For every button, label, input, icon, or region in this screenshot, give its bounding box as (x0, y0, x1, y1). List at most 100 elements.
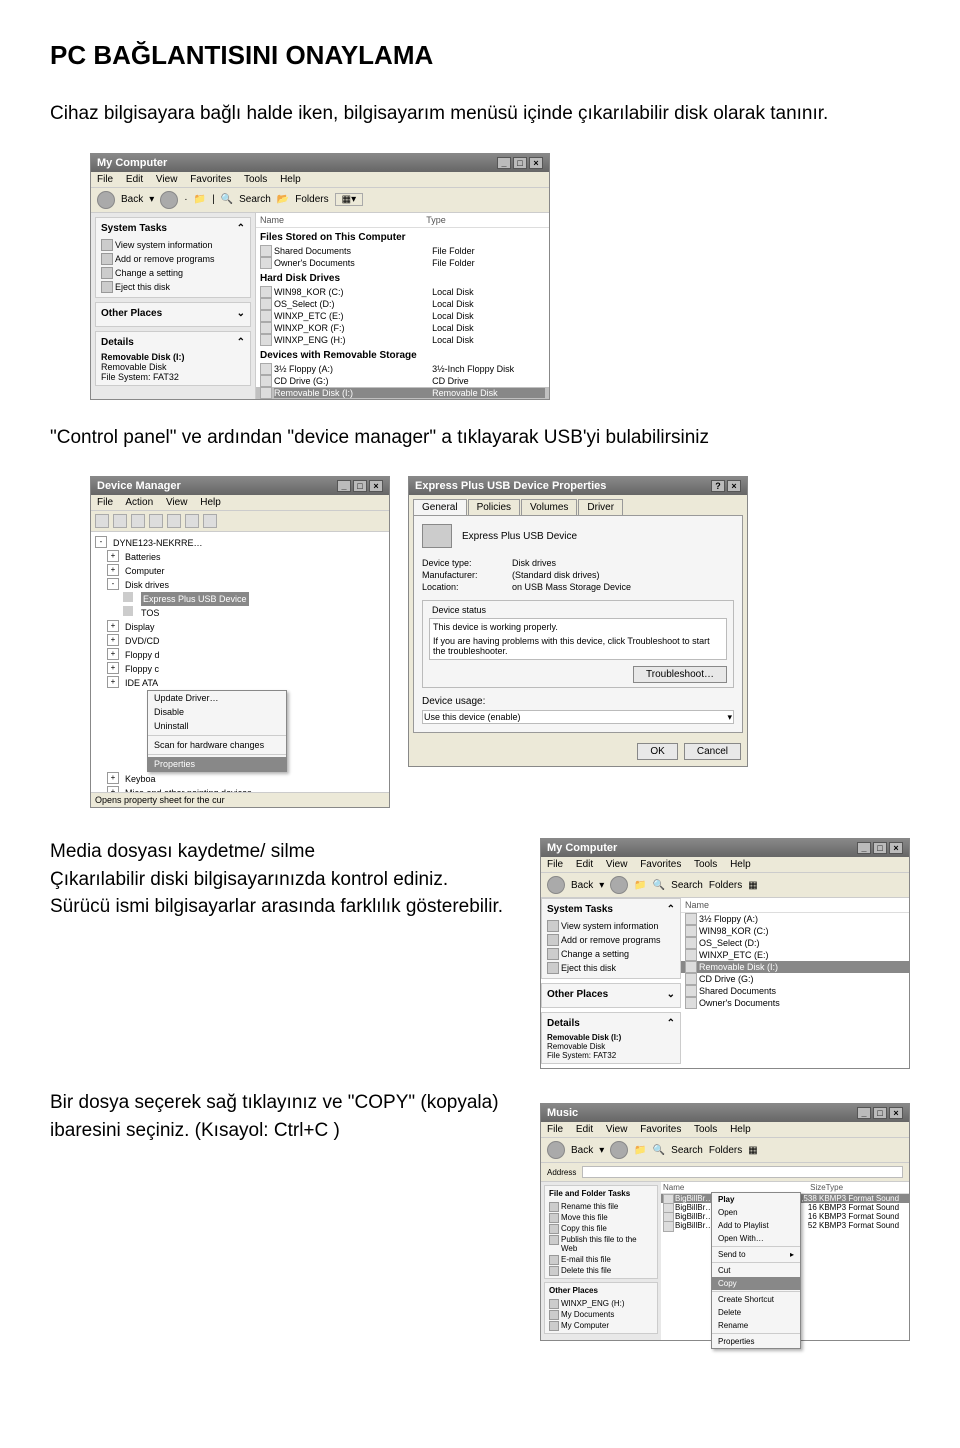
minimize-icon[interactable]: _ (337, 480, 351, 492)
sidebar-item[interactable]: Add or remove programs (101, 252, 245, 266)
expand-icon[interactable]: ⌄ (667, 989, 675, 1000)
list-item[interactable]: WIN98_KOR (C:)Local Disk (256, 286, 549, 298)
toolbar[interactable]: Back ▾ · 📁 | 🔍 Search 📂 Folders ▦▾ (91, 188, 549, 213)
list-item[interactable]: WIN98_KOR (C:) (681, 925, 909, 937)
sidebar-item[interactable]: My Documents (549, 1309, 653, 1320)
menu-item[interactable]: Tools (694, 859, 717, 870)
close-icon[interactable]: × (889, 1107, 903, 1119)
tabs[interactable]: General Policies Volumes Driver (409, 495, 747, 515)
list-item[interactable]: 3½ Floppy (A:)3½-Inch Floppy Disk (256, 363, 549, 375)
menu-item[interactable]: Tools (244, 174, 267, 185)
tree-node[interactable]: Floppy c (107, 662, 385, 676)
menu-item[interactable]: View (166, 497, 188, 508)
tab-general[interactable]: General (413, 499, 467, 515)
col-name[interactable]: Name (685, 900, 905, 910)
ctx-item[interactable]: Delete (712, 1306, 800, 1319)
menu-item[interactable]: Edit (576, 1124, 593, 1135)
sidebar-item[interactable]: My Computer (549, 1320, 653, 1331)
menubar[interactable]: File Edit View Favorites Tools Help (541, 857, 909, 873)
address-bar[interactable]: Address (541, 1163, 909, 1182)
tb-icon[interactable] (95, 514, 109, 528)
menu-item[interactable]: View (606, 859, 628, 870)
close-icon[interactable]: × (529, 157, 543, 169)
tree-node[interactable]: Display (107, 620, 385, 634)
toolbar[interactable]: Back ▾ 📁 🔍 Search Folders ▦ (541, 1138, 909, 1163)
tree-node[interactable]: Floppy d (107, 648, 385, 662)
titlebar[interactable]: My Computer _ □ × (541, 839, 909, 857)
ctx-item[interactable]: Add to Playlist (712, 1219, 800, 1232)
menu-item[interactable]: Favorites (640, 859, 681, 870)
col-type[interactable]: Type (826, 1183, 907, 1192)
tb-icon[interactable] (131, 514, 145, 528)
sidebar-item[interactable]: Change a setting (547, 947, 675, 961)
menu-item[interactable]: View (156, 174, 178, 185)
ctx-item[interactable]: Create Shortcut (712, 1293, 800, 1306)
ctx-item[interactable]: Properties (712, 1335, 800, 1348)
sidebar-item[interactable]: Eject this disk (101, 280, 245, 294)
menubar[interactable]: File Edit View Favorites Tools Help (541, 1122, 909, 1138)
titlebar[interactable]: Music _ □ × (541, 1104, 909, 1122)
menu-item[interactable]: Favorites (640, 1124, 681, 1135)
menu-item[interactable]: File (97, 174, 113, 185)
toolbar[interactable] (91, 511, 389, 532)
list-item[interactable]: Owner's DocumentsFile Folder (256, 257, 549, 269)
menu-item[interactable]: Help (730, 1124, 751, 1135)
menu-item[interactable]: Edit (126, 174, 143, 185)
forward-icon[interactable] (610, 876, 628, 894)
sidebar-item[interactable]: Publish this file to the Web (549, 1234, 653, 1254)
ctx-item[interactable]: Disable (148, 705, 286, 719)
titlebar[interactable]: My Computer _ □ × (91, 154, 549, 172)
minimize-icon[interactable]: _ (497, 157, 511, 169)
tree-node[interactable]: Computer (107, 564, 385, 578)
expand-icon[interactable]: ⌄ (237, 308, 245, 319)
context-menu[interactable]: Play Open Add to Playlist Open With… Sen… (711, 1192, 801, 1349)
context-menu[interactable]: Update Driver… Disable Uninstall Scan fo… (147, 690, 287, 772)
menu-item[interactable]: Edit (576, 859, 593, 870)
collapse-icon[interactable]: ⌃ (237, 223, 245, 234)
list-item[interactable]: CD Drive (G:) (681, 973, 909, 985)
ctx-item-highlighted[interactable]: Copy (712, 1277, 800, 1290)
maximize-icon[interactable]: □ (873, 842, 887, 854)
titlebar[interactable]: Express Plus USB Device Properties ? × (409, 477, 747, 495)
tab-volumes[interactable]: Volumes (521, 499, 577, 515)
maximize-icon[interactable]: □ (353, 480, 367, 492)
list-item[interactable]: Shared Documents (681, 985, 909, 997)
list-item[interactable]: WINXP_ETC (E:)Local Disk (256, 310, 549, 322)
tb-icon[interactable] (113, 514, 127, 528)
sidebar-item[interactable]: Eject this disk (547, 961, 675, 975)
search-icon[interactable]: 🔍 (653, 880, 665, 891)
tree-leaf[interactable]: TOS (123, 606, 385, 620)
help-icon[interactable]: ? (711, 480, 725, 492)
collapse-icon[interactable]: ⌃ (237, 337, 245, 348)
maximize-icon[interactable]: □ (513, 157, 527, 169)
tree-node[interactable]: DVD/CD (107, 634, 385, 648)
file-list[interactable]: Name Type Files Stored on This Computer … (256, 213, 549, 399)
sidebar-item[interactable]: Add or remove programs (547, 933, 675, 947)
troubleshoot-button[interactable]: Troubleshoot… (633, 666, 727, 683)
menubar[interactable]: File Action View Help (91, 495, 389, 511)
tree-root[interactable]: DYNE123-NEKRRE… (95, 536, 385, 550)
up-icon[interactable]: 📁 (194, 194, 206, 205)
address-input[interactable] (582, 1166, 903, 1178)
close-icon[interactable]: × (889, 842, 903, 854)
sidebar-item[interactable]: Rename this file (549, 1201, 653, 1212)
sidebar-item[interactable]: WINXP_ENG (H:) (549, 1298, 653, 1309)
list-item[interactable]: Shared DocumentsFile Folder (256, 245, 549, 257)
sidebar-item[interactable]: Copy this file (549, 1223, 653, 1234)
list-item[interactable]: OS_Select (D:) (681, 937, 909, 949)
ok-button[interactable]: OK (637, 743, 677, 760)
tree-node[interactable]: Disk drives (107, 578, 385, 592)
sidebar-item[interactable]: Delete this file (549, 1265, 653, 1276)
menubar[interactable]: File Edit View Favorites Tools Help (91, 172, 549, 188)
minimize-icon[interactable]: _ (857, 842, 871, 854)
close-icon[interactable]: × (369, 480, 383, 492)
menu-item[interactable]: Tools (694, 1124, 717, 1135)
col-name[interactable]: Name (663, 1183, 785, 1192)
list-item-selected[interactable]: Removable Disk (I:) (681, 961, 909, 973)
sidebar-item[interactable]: View system information (547, 919, 675, 933)
up-icon[interactable]: 📁 (634, 1145, 646, 1156)
col-type[interactable]: Type (426, 215, 545, 225)
tb-icon[interactable] (203, 514, 217, 528)
list-item[interactable]: Owner's Documents (681, 997, 909, 1009)
list-item[interactable]: OS_Select (D:)Local Disk (256, 298, 549, 310)
